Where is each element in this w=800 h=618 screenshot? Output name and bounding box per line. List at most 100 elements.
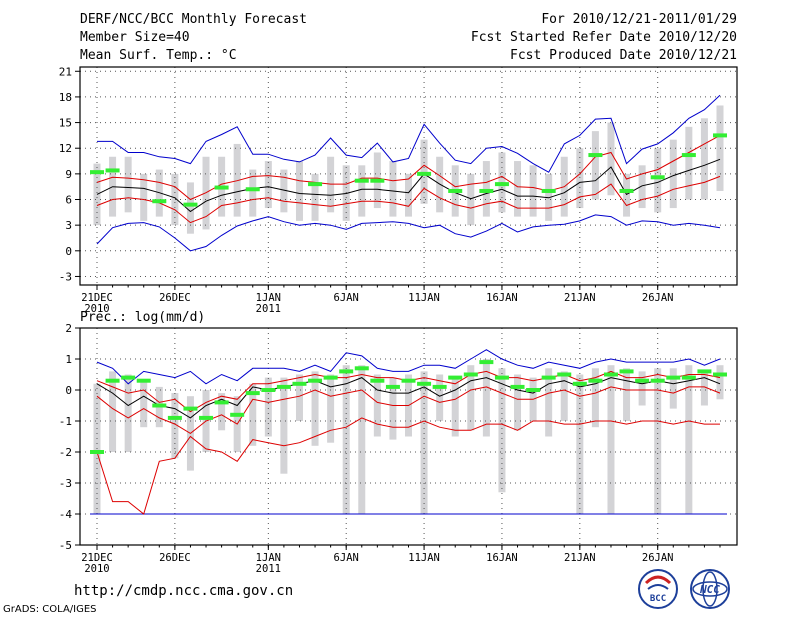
spread-box-1-38 [685, 365, 693, 514]
x-tick-label-1-0-0: 21DEC [81, 552, 113, 564]
spread-box-0-6 [186, 182, 194, 234]
ncc-logo-icon: NCC [690, 569, 730, 609]
spread-box-1-26 [498, 368, 506, 493]
y-tick-label-1-2: 0 [65, 384, 72, 397]
ncc-logo-text: NCC [699, 583, 720, 596]
obs-mark-1-8 [214, 400, 229, 405]
obs-mark-1-16 [339, 369, 354, 374]
spread-box-0-2 [124, 156, 132, 213]
spread-box-0-11 [264, 161, 272, 209]
spread-box-1-29 [545, 368, 553, 437]
obs-mark-1-5 [167, 415, 182, 420]
y-tick-label-1-1: 1 [65, 353, 72, 366]
y-tick-label-0-5: 6 [65, 194, 72, 207]
obs-mark-0-26 [494, 182, 509, 187]
y-tick-label-0-4: 9 [65, 168, 72, 181]
obs-mark-1-11 [261, 388, 276, 392]
plot-frame-1 [79, 327, 738, 546]
obs-mark-1-39 [697, 369, 712, 374]
obs-mark-1-30 [557, 372, 572, 377]
obs-mark-1-26 [494, 375, 509, 380]
spread-box-0-14 [311, 173, 319, 221]
x-tick-label-0-6-0: 21JAN [564, 292, 596, 304]
website-link[interactable]: http://cmdp.ncc.cma.gov.cn [74, 583, 294, 599]
x-tick-label-1-0-1: 2010 [84, 563, 109, 575]
spread-box-1-13 [295, 374, 303, 421]
forecast-started: Fcst Started Refer Date 2010/12/20 [470, 30, 737, 45]
obs-mark-0-0 [90, 170, 104, 175]
spread-box-0-3 [140, 173, 148, 221]
spread-box-0-17 [358, 165, 366, 217]
spread-box-1-23 [451, 377, 459, 437]
spread-box-0-13 [295, 161, 303, 221]
lower-line-1 [96, 386, 721, 435]
bcc-logo-text: BCC [650, 594, 666, 604]
y-tick-label-0-1: 18 [59, 91, 72, 104]
obs-mark-1-10 [245, 391, 260, 396]
obs-mark-1-17 [354, 366, 369, 371]
spread-box-1-2 [124, 374, 132, 452]
max-line-1 [96, 349, 721, 385]
obs-mark-0-8 [214, 185, 229, 190]
spread-box-1-37 [669, 368, 677, 409]
spread-box-0-33 [607, 122, 615, 196]
spread-box-1-31 [576, 374, 584, 514]
spread-box-1-18 [373, 374, 381, 437]
x-tick-label-0-5-0: 16JAN [486, 292, 518, 304]
obs-mark-1-15 [323, 375, 338, 380]
spread-box-1-33 [607, 365, 615, 514]
obs-mark-0-36 [650, 175, 665, 180]
spread-box-1-32 [591, 368, 599, 428]
obs-mark-1-35 [635, 378, 650, 383]
obs-mark-1-2 [121, 375, 136, 380]
obs-mark-1-34 [619, 369, 634, 374]
spread-box-1-11 [264, 377, 272, 437]
obs-mark-1-33 [603, 372, 618, 377]
y-tick-label-1-7: -5 [59, 539, 72, 552]
spread-box-1-25 [482, 359, 490, 437]
obs-mark-1-23 [448, 375, 463, 380]
obs-mark-0-29 [541, 188, 556, 193]
spread-box-1-21 [420, 371, 428, 514]
obs-mark-1-25 [479, 360, 494, 365]
obs-mark-1-19 [385, 384, 400, 389]
spread-box-1-10 [249, 383, 257, 446]
spread-box-0-20 [405, 173, 412, 217]
x-tick-label-0-0-0: 21DEC [81, 292, 113, 304]
spread-box-1-36 [654, 368, 662, 514]
spread-box-1-24 [467, 365, 475, 431]
spread-box-1-27 [514, 374, 522, 431]
spread-box-1-12 [280, 377, 288, 474]
forecast-produced: Fcst Produced Date 2010/12/21 [510, 48, 737, 63]
y-tick-label-0-3: 12 [59, 142, 72, 155]
grads-credit: GrADS: COLA/IGES [3, 604, 97, 615]
obs-mark-1-14 [308, 378, 323, 383]
x-tick-label-1-1-0: 26DEC [159, 552, 191, 564]
min-line-0 [96, 214, 721, 252]
spread-box-1-19 [389, 377, 397, 440]
obs-mark-0-40 [713, 133, 727, 138]
spread-box-1-17 [358, 365, 366, 514]
spread-box-0-5 [171, 173, 179, 226]
obs-mark-0-1 [105, 168, 120, 173]
x-tick-label-0-0-1: 2010 [84, 303, 109, 315]
obs-mark-0-17 [354, 178, 369, 183]
y-tick-label-0-0: 21 [59, 65, 72, 78]
forecast-period: For 2010/12/21-2011/01/29 [541, 12, 737, 27]
obs-mark-1-24 [463, 372, 478, 377]
x-tick-label-0-4-0: 11JAN [408, 292, 440, 304]
obs-mark-1-27 [510, 384, 525, 389]
spread-box-1-16 [342, 365, 350, 514]
lower-line-0 [96, 175, 721, 224]
obs-mark-1-0 [90, 450, 104, 454]
obs-mark-0-21 [417, 171, 432, 176]
spread-box-0-21 [420, 139, 428, 204]
spread-box-1-22 [436, 374, 444, 421]
obs-mark-1-9 [230, 412, 245, 417]
obs-mark-1-36 [650, 378, 665, 383]
spread-box-1-3 [140, 380, 148, 428]
spread-box-0-38 [685, 126, 693, 200]
min-line-1 [96, 417, 720, 515]
spread-box-0-34 [623, 173, 631, 217]
mean-line-1 [96, 377, 721, 419]
